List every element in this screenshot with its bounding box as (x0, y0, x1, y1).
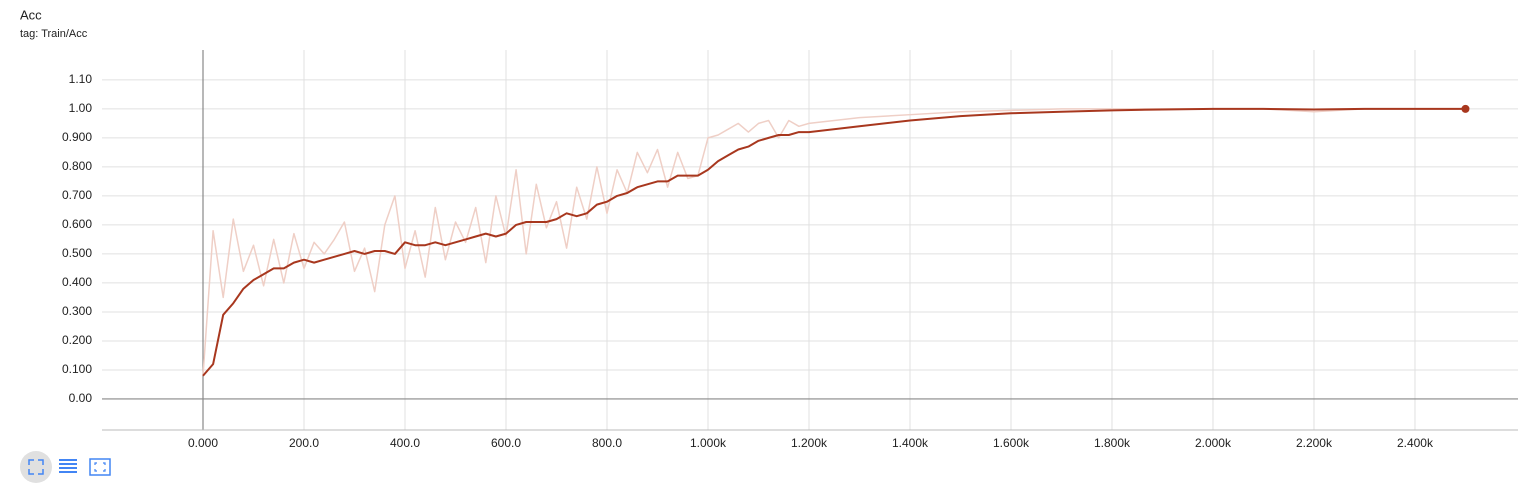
y-tick-label: 1.10 (69, 72, 93, 86)
y-tick-label: 0.400 (62, 275, 92, 289)
x-tick-label: 1.400k (892, 436, 929, 450)
y-tick-label: 0.900 (62, 130, 92, 144)
series-line (202, 108, 1466, 376)
y-tick-label: 1.00 (69, 101, 93, 115)
y-tick-label: 0.500 (62, 246, 92, 260)
y-tick-label: 0.300 (62, 304, 92, 318)
last-point (1461, 104, 1470, 113)
y-tick-label: 0.700 (62, 188, 92, 202)
series-line (202, 107, 1466, 377)
x-tick-label: 600.0 (491, 436, 521, 450)
x-tick-label: 2.400k (1397, 436, 1434, 450)
x-tick-label: 200.0 (289, 436, 319, 450)
x-tick-label: 1.200k (791, 436, 828, 450)
fit-domain-button[interactable] (89, 458, 111, 476)
x-tick-label: 400.0 (390, 436, 420, 450)
x-tick-label: 2.200k (1296, 436, 1333, 450)
card-title: Acc (20, 7, 42, 22)
x-tick-label: 0.000 (188, 436, 218, 450)
x-tick-label: 1.000k (690, 436, 727, 450)
y-tick-label: 0.800 (62, 159, 92, 173)
plot: 0.00 0.100 0.200 0.300 0.400 0.500 0.600 0.700 0… (62, 50, 1518, 450)
card-tag: tag: Train/Acc (20, 28, 88, 40)
data-selection-button[interactable] (59, 459, 77, 473)
x-tick-label: 800.0 (592, 436, 622, 450)
y-tick-label: 0.600 (62, 217, 92, 231)
expand-button[interactable] (20, 451, 52, 483)
y-tick-label: 0.00 (69, 391, 93, 405)
x-tick-label: 2.000k (1195, 436, 1232, 450)
x-tick-label: 1.600k (993, 436, 1030, 450)
y-tick-label: 0.200 (62, 333, 92, 347)
x-tick-label: 1.800k (1094, 436, 1131, 450)
y-tick-label: 0.100 (62, 362, 92, 376)
